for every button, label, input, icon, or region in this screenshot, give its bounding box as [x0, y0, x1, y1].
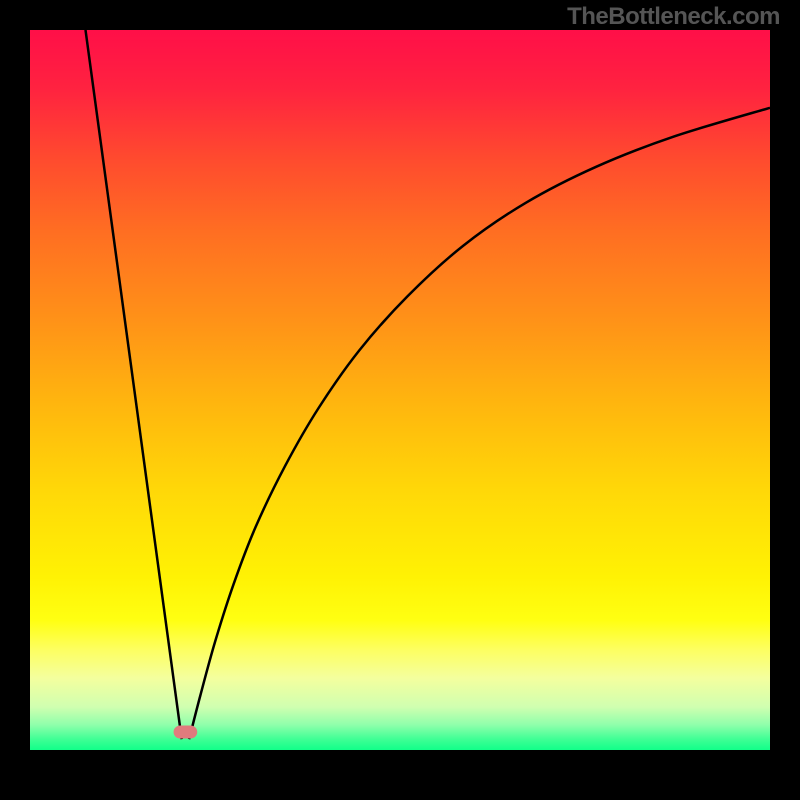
- watermark-text: TheBottleneck.com: [567, 3, 780, 31]
- bottleneck-chart: [0, 0, 800, 800]
- chart-container: TheBottleneck.com: [0, 0, 800, 800]
